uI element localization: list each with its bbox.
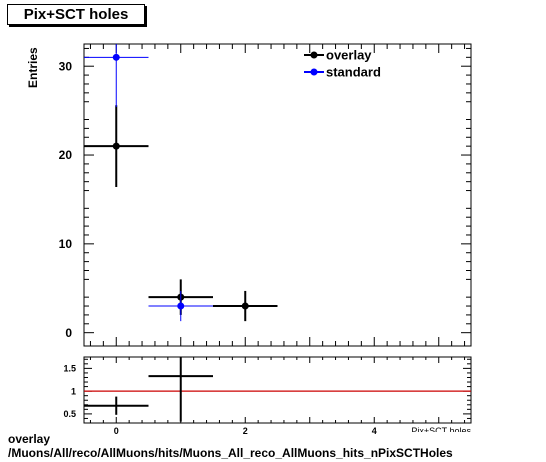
- y-tick-label: 30: [59, 59, 73, 73]
- data-point: [177, 302, 185, 310]
- data-point: [112, 53, 120, 61]
- series-overlay: [84, 105, 278, 322]
- footer-label: overlay: [8, 432, 51, 446]
- y-tick-label: 1.5: [63, 364, 76, 374]
- y-tick-label: 0: [65, 326, 72, 340]
- legend-marker: [310, 68, 318, 76]
- series-standard: [84, 44, 213, 322]
- y-tick-label: 1: [71, 386, 76, 396]
- plot-frame: [83, 43, 472, 347]
- y-tick-label: 10: [59, 237, 73, 251]
- y-axis-title: Entries: [26, 47, 40, 88]
- legend: overlay standard: [304, 48, 381, 80]
- main-panel: 0 10 20 30 Entries overlay standard: [26, 43, 472, 347]
- plot-frame: [83, 356, 472, 424]
- data-point: [241, 302, 249, 310]
- ratio-panel: 0 2 4 0.5 1 1.5 Pix+SCT holes: [63, 356, 472, 436]
- footer-path: /Muons/All/reco/AllMuons/hits/Muons_All_…: [8, 446, 453, 460]
- data-point: [112, 142, 120, 150]
- series-ratio: [84, 357, 213, 422]
- x-tick-label: 2: [243, 426, 248, 436]
- legend-marker: [310, 51, 318, 59]
- y-tick-label: 0.5: [63, 409, 76, 419]
- x-tick-label: 4: [372, 426, 377, 436]
- x-axis-title: Pix+SCT holes: [411, 426, 471, 436]
- legend-label: standard: [326, 65, 381, 80]
- chart-title: Pix+SCT holes: [7, 4, 145, 25]
- legend-label: overlay: [326, 48, 372, 63]
- y-tick-label: 20: [59, 148, 73, 162]
- x-tick-label: 0: [114, 426, 119, 436]
